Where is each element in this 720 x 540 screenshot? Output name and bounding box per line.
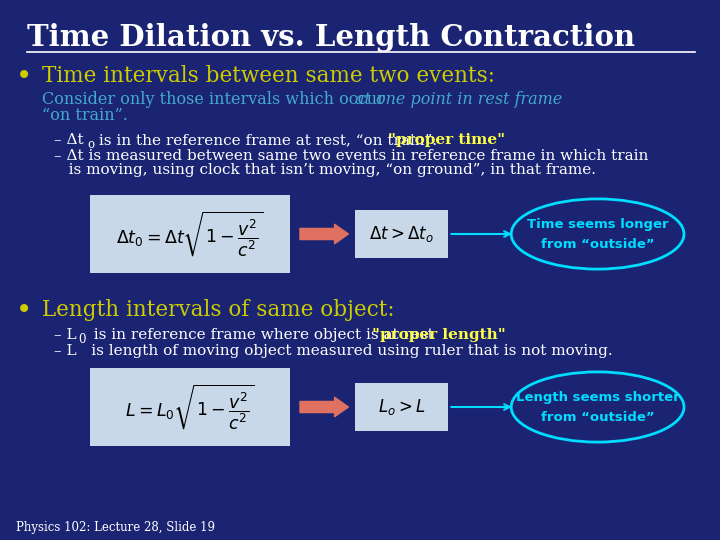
Text: Time intervals between same two events:: Time intervals between same two events: <box>42 65 495 87</box>
Text: Time seems longer: Time seems longer <box>527 218 668 231</box>
Text: •: • <box>16 62 32 90</box>
Text: o: o <box>88 138 95 151</box>
Text: – Δt: – Δt <box>54 133 84 147</box>
Text: $\Delta t > \Delta t_o$: $\Delta t > \Delta t_o$ <box>369 224 434 244</box>
FancyArrowPatch shape <box>451 231 510 237</box>
Text: $\Delta t_0 = \Delta t\sqrt{1-\dfrac{v^2}{c^2}}$: $\Delta t_0 = \Delta t\sqrt{1-\dfrac{v^2… <box>117 210 264 259</box>
Text: "proper time": "proper time" <box>388 133 505 147</box>
FancyArrowPatch shape <box>451 404 510 410</box>
Ellipse shape <box>511 199 684 269</box>
Text: is moving, using clock that isn’t moving, “on ground”, in that frame.: is moving, using clock that isn’t moving… <box>54 163 596 177</box>
Text: 0: 0 <box>78 333 85 346</box>
Text: Consider only those intervals which occur: Consider only those intervals which occu… <box>42 91 390 109</box>
Text: $L = L_0\sqrt{1-\dfrac{v^2}{c^2}}$: $L = L_0\sqrt{1-\dfrac{v^2}{c^2}}$ <box>125 382 255 431</box>
Text: from “outside”: from “outside” <box>541 238 654 251</box>
Text: Time Dilation vs. Length Contraction: Time Dilation vs. Length Contraction <box>27 24 635 52</box>
Text: from “outside”: from “outside” <box>541 411 654 424</box>
Text: Length intervals of same object:: Length intervals of same object: <box>42 299 395 321</box>
FancyArrowPatch shape <box>300 224 348 244</box>
Bar <box>90 368 290 446</box>
Text: at one point in rest frame: at one point in rest frame <box>355 91 562 109</box>
Ellipse shape <box>511 372 684 442</box>
Bar <box>355 383 449 431</box>
Text: – L   is length of moving object measured using ruler that is not moving.: – L is length of moving object measured … <box>54 344 613 358</box>
Text: "proper length": "proper length" <box>372 328 506 342</box>
Text: “on train”.: “on train”. <box>42 107 127 125</box>
Text: is in the reference frame at rest, “on train”.: is in the reference frame at rest, “on t… <box>94 133 452 147</box>
Text: – Δt is measured between same two events in reference frame in which train: – Δt is measured between same two events… <box>54 149 649 163</box>
FancyArrowPatch shape <box>300 397 348 417</box>
Text: Physics 102: Lecture 28, Slide 19: Physics 102: Lecture 28, Slide 19 <box>16 522 215 535</box>
Text: $L_o > L$: $L_o > L$ <box>378 397 426 417</box>
Bar <box>90 195 290 273</box>
Text: •: • <box>16 296 32 324</box>
Text: – L: – L <box>54 328 76 342</box>
Text: is in reference frame where object is at rest: is in reference frame where object is at… <box>84 328 449 342</box>
Bar <box>355 210 449 258</box>
Text: Length seems shorter: Length seems shorter <box>516 391 680 404</box>
